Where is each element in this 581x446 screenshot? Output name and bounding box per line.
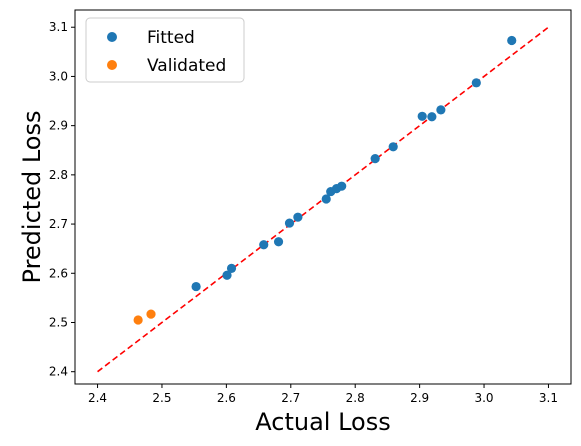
y-tick-label: 2.5: [49, 315, 68, 329]
point-fitted-16: [471, 78, 481, 88]
x-tick-label: 2.5: [152, 391, 171, 405]
legend-box: [85, 17, 245, 83]
legend-label-validated: Validated: [147, 56, 226, 76]
point-fitted-7: [321, 194, 331, 204]
point-fitted-5: [284, 218, 295, 228]
point-fitted-12: [388, 142, 398, 152]
x-tick-label: 2.6: [217, 391, 236, 405]
point-fitted-17: [507, 35, 517, 46]
point-validated-0: [133, 315, 143, 325]
point-fitted-13: [417, 111, 427, 121]
x-tick-label: 2.8: [346, 391, 365, 405]
point-fitted-15: [436, 105, 446, 115]
x-tick-label: 3.0: [474, 391, 493, 405]
y-axis-ticks: 2.4 2.5 2.6 2.7 2.8 2.9 3.0 3.1: [49, 20, 75, 379]
y-tick-label: 2.4: [49, 365, 68, 379]
y-tick-label: 2.9: [49, 119, 68, 133]
x-tick-label: 2.4: [88, 391, 107, 405]
point-fitted-14: [427, 112, 437, 122]
x-tick-label: 2.9: [410, 391, 429, 405]
y-tick-label: 3.1: [49, 20, 68, 34]
point-fitted-10: [337, 181, 347, 191]
point-fitted-4: [273, 237, 284, 247]
y-axis-label: Predicted Loss: [18, 111, 46, 284]
y-tick-label: 2.7: [49, 217, 68, 231]
legend-marker-fitted: [107, 32, 117, 42]
y-tick-label: 3.0: [49, 69, 68, 83]
point-fitted-11: [370, 154, 380, 164]
point-fitted-6: [293, 212, 303, 222]
x-tick-label: 3.1: [539, 391, 558, 405]
point-validated-1: [146, 309, 156, 319]
point-fitted-1: [222, 270, 232, 280]
y-tick-label: 2.8: [49, 168, 68, 182]
point-fitted-3: [259, 240, 269, 250]
point-fitted-2: [226, 263, 237, 273]
data-points: [133, 35, 517, 325]
legend-marker-validated: [107, 60, 117, 70]
x-tick-label: 2.7: [281, 391, 300, 405]
x-axis-label: Actual Loss: [255, 408, 390, 436]
legend: Fitted Validated: [85, 17, 245, 83]
point-fitted-0: [191, 281, 201, 292]
legend-label-fitted: Fitted: [147, 28, 195, 48]
x-axis-ticks: 2.4 2.5 2.6 2.7 2.8 2.9 3.0 3.1: [88, 384, 558, 405]
y-tick-label: 2.6: [49, 266, 68, 280]
